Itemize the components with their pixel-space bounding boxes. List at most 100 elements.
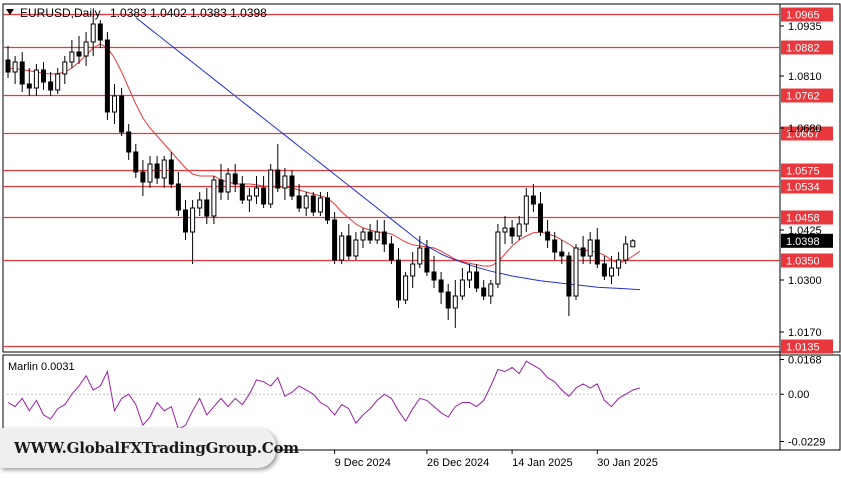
candle	[467, 264, 472, 288]
level-price-label: 1.0762	[786, 91, 820, 103]
candle-body-bear	[5, 59, 11, 73]
candle	[367, 224, 373, 244]
candle	[381, 220, 387, 252]
candle-body-bear	[332, 219, 338, 261]
candle-body-bear	[261, 187, 267, 205]
candle-body-bull	[282, 175, 288, 189]
level-price-label-bg	[781, 163, 833, 178]
candle-body-bear	[530, 195, 536, 205]
current-price-label: 1.0398	[786, 236, 820, 248]
candle-body-bull	[516, 223, 522, 237]
candle-body-bull	[268, 169, 274, 205]
indicator-panel-border	[2, 354, 841, 451]
candle-body-bull	[69, 51, 75, 63]
candle-body-bear	[140, 171, 146, 183]
level-price-label-bg	[781, 179, 833, 194]
candle	[55, 68, 61, 94]
candle-body-bull	[190, 207, 196, 233]
candle	[445, 284, 451, 320]
candle	[97, 20, 103, 48]
candle	[69, 40, 75, 68]
candle-body-bull	[403, 275, 409, 301]
candle-body-bull	[246, 195, 252, 201]
candle-body-bull	[197, 199, 203, 209]
candle-body-bear	[438, 279, 444, 293]
candle	[417, 236, 423, 268]
candle	[630, 239, 636, 248]
candle	[41, 62, 46, 90]
candle-body-bull	[211, 179, 217, 217]
candle-body-bear	[424, 247, 430, 273]
candle-body-bear	[296, 195, 302, 209]
candle-body-bear	[388, 243, 394, 261]
candle	[495, 224, 501, 288]
candle-body-bull	[90, 23, 96, 43]
candle-body-bull	[587, 239, 593, 257]
candle	[140, 160, 146, 196]
candle	[609, 256, 614, 284]
candle-body-bear	[239, 183, 245, 201]
candle-body-bull	[609, 267, 614, 277]
level-price-label-bg	[781, 7, 833, 22]
candle-body-bear	[175, 183, 181, 211]
candle	[452, 280, 458, 328]
indicator-label: Marlin 0.0031	[8, 361, 75, 373]
candle-body-bull	[303, 195, 309, 209]
candle	[573, 244, 579, 300]
candle-body-bull	[360, 231, 366, 241]
candle-body-bear	[154, 163, 160, 179]
candle-body-bear	[41, 69, 46, 83]
level-price-label: 1.0882	[786, 43, 820, 55]
candle	[530, 184, 536, 212]
candle-body-bull	[161, 159, 167, 179]
candle	[559, 240, 565, 264]
dropdown-triangle-icon[interactable]	[6, 9, 14, 15]
candle	[459, 268, 465, 300]
candle-body-bear	[509, 227, 515, 237]
candle	[516, 216, 522, 240]
candle	[587, 232, 593, 264]
price-tick-label: 1.0935	[788, 21, 822, 33]
candle-body-bull	[630, 240, 636, 248]
candle-body-bull	[225, 173, 231, 193]
candle	[211, 176, 217, 224]
candle-body-bull	[502, 227, 508, 233]
candle	[126, 124, 132, 160]
indicator-tick-label: 0.0168	[788, 355, 822, 367]
candle	[254, 176, 259, 204]
candle-body-bull	[55, 73, 61, 91]
candle	[438, 272, 444, 304]
candle	[83, 32, 89, 66]
candle	[190, 200, 196, 264]
date-tick-label: 26 Dec 2024	[427, 457, 489, 469]
candle-body-bull	[410, 263, 416, 277]
candle-body-bear	[19, 61, 25, 85]
candle	[403, 272, 409, 304]
candle	[154, 156, 160, 184]
candle	[566, 252, 572, 316]
candle-body-bull	[317, 197, 323, 213]
ohlc-values: 1.0383 1.0402 1.0383 1.0398	[110, 6, 267, 20]
candle-body-bear	[26, 83, 32, 89]
candle-body-bull	[573, 247, 579, 297]
candle-body-bear	[545, 231, 551, 241]
candle-body-bear	[367, 231, 373, 241]
candle-body-bull	[353, 239, 359, 257]
indicator-tick-label: -0.0229	[788, 437, 825, 449]
candle	[33, 64, 39, 96]
candle-body-bear	[346, 235, 352, 257]
candle	[296, 184, 302, 212]
candle	[62, 56, 68, 84]
candle	[310, 192, 316, 216]
indicator-tick-label: 0.00	[788, 389, 809, 401]
candle-body-bear	[76, 51, 82, 57]
candle-body-bear	[275, 169, 281, 189]
candle	[119, 88, 125, 136]
candle	[19, 52, 25, 92]
candle	[339, 232, 345, 264]
marlin-oscillator-line	[7, 360, 641, 431]
candle	[502, 216, 508, 244]
date-tick-label: 9 Dec 2024	[335, 457, 391, 469]
candle	[623, 236, 629, 264]
